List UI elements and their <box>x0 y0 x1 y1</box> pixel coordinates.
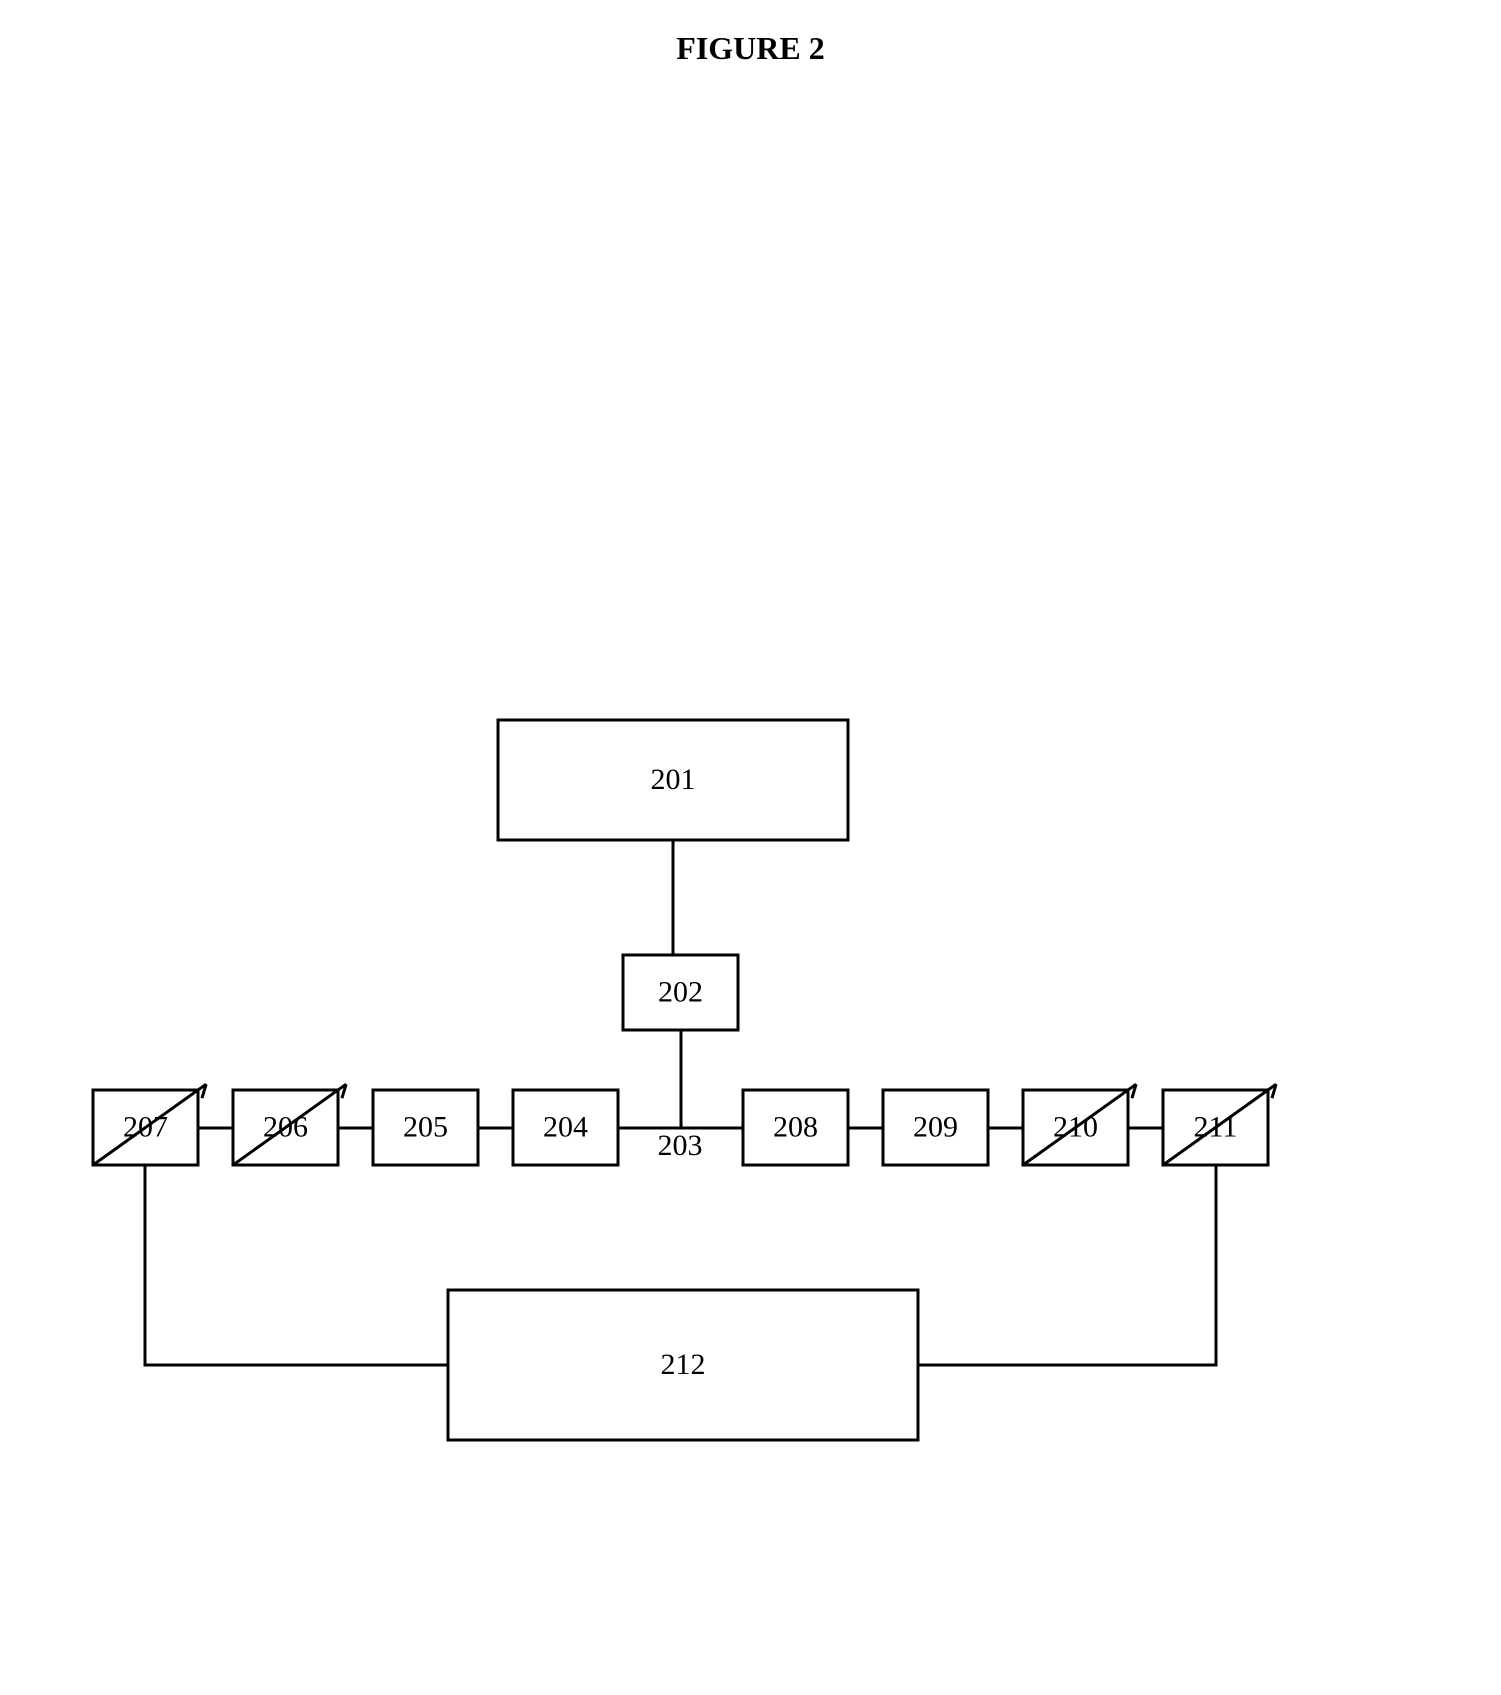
node-label: 208 <box>773 1110 818 1143</box>
node-label: 202 <box>658 975 703 1008</box>
node-label: 212 <box>661 1348 706 1381</box>
node-label: 206 <box>263 1110 308 1143</box>
node-label: 207 <box>123 1110 168 1143</box>
free-label-203: 203 <box>658 1129 703 1162</box>
node-209: 209 <box>883 1090 988 1165</box>
node-204: 204 <box>513 1090 618 1165</box>
node-201: 201 <box>498 720 848 840</box>
node-label: 201 <box>651 763 696 796</box>
edge <box>145 1165 448 1365</box>
diagram-canvas: 201 202 204 205 206 207 208 209 210 211 212 203 <box>0 0 1501 1695</box>
node-label: 211 <box>1194 1110 1238 1143</box>
page: FIGURE 2 2012022042052062072082092102112… <box>0 0 1501 1695</box>
node-202: 202 <box>623 955 738 1030</box>
edge <box>918 1165 1216 1365</box>
node-label: 209 <box>913 1110 958 1143</box>
node-212: 212 <box>448 1290 918 1440</box>
node-208: 208 <box>743 1090 848 1165</box>
node-label: 204 <box>543 1110 588 1143</box>
node-207: 207 <box>93 1084 206 1165</box>
node-205: 205 <box>373 1090 478 1165</box>
node-label: 205 <box>403 1110 448 1143</box>
node-211: 211 <box>1163 1084 1276 1165</box>
node-210: 210 <box>1023 1084 1136 1165</box>
node-206: 206 <box>233 1084 346 1165</box>
node-label: 210 <box>1053 1110 1098 1143</box>
